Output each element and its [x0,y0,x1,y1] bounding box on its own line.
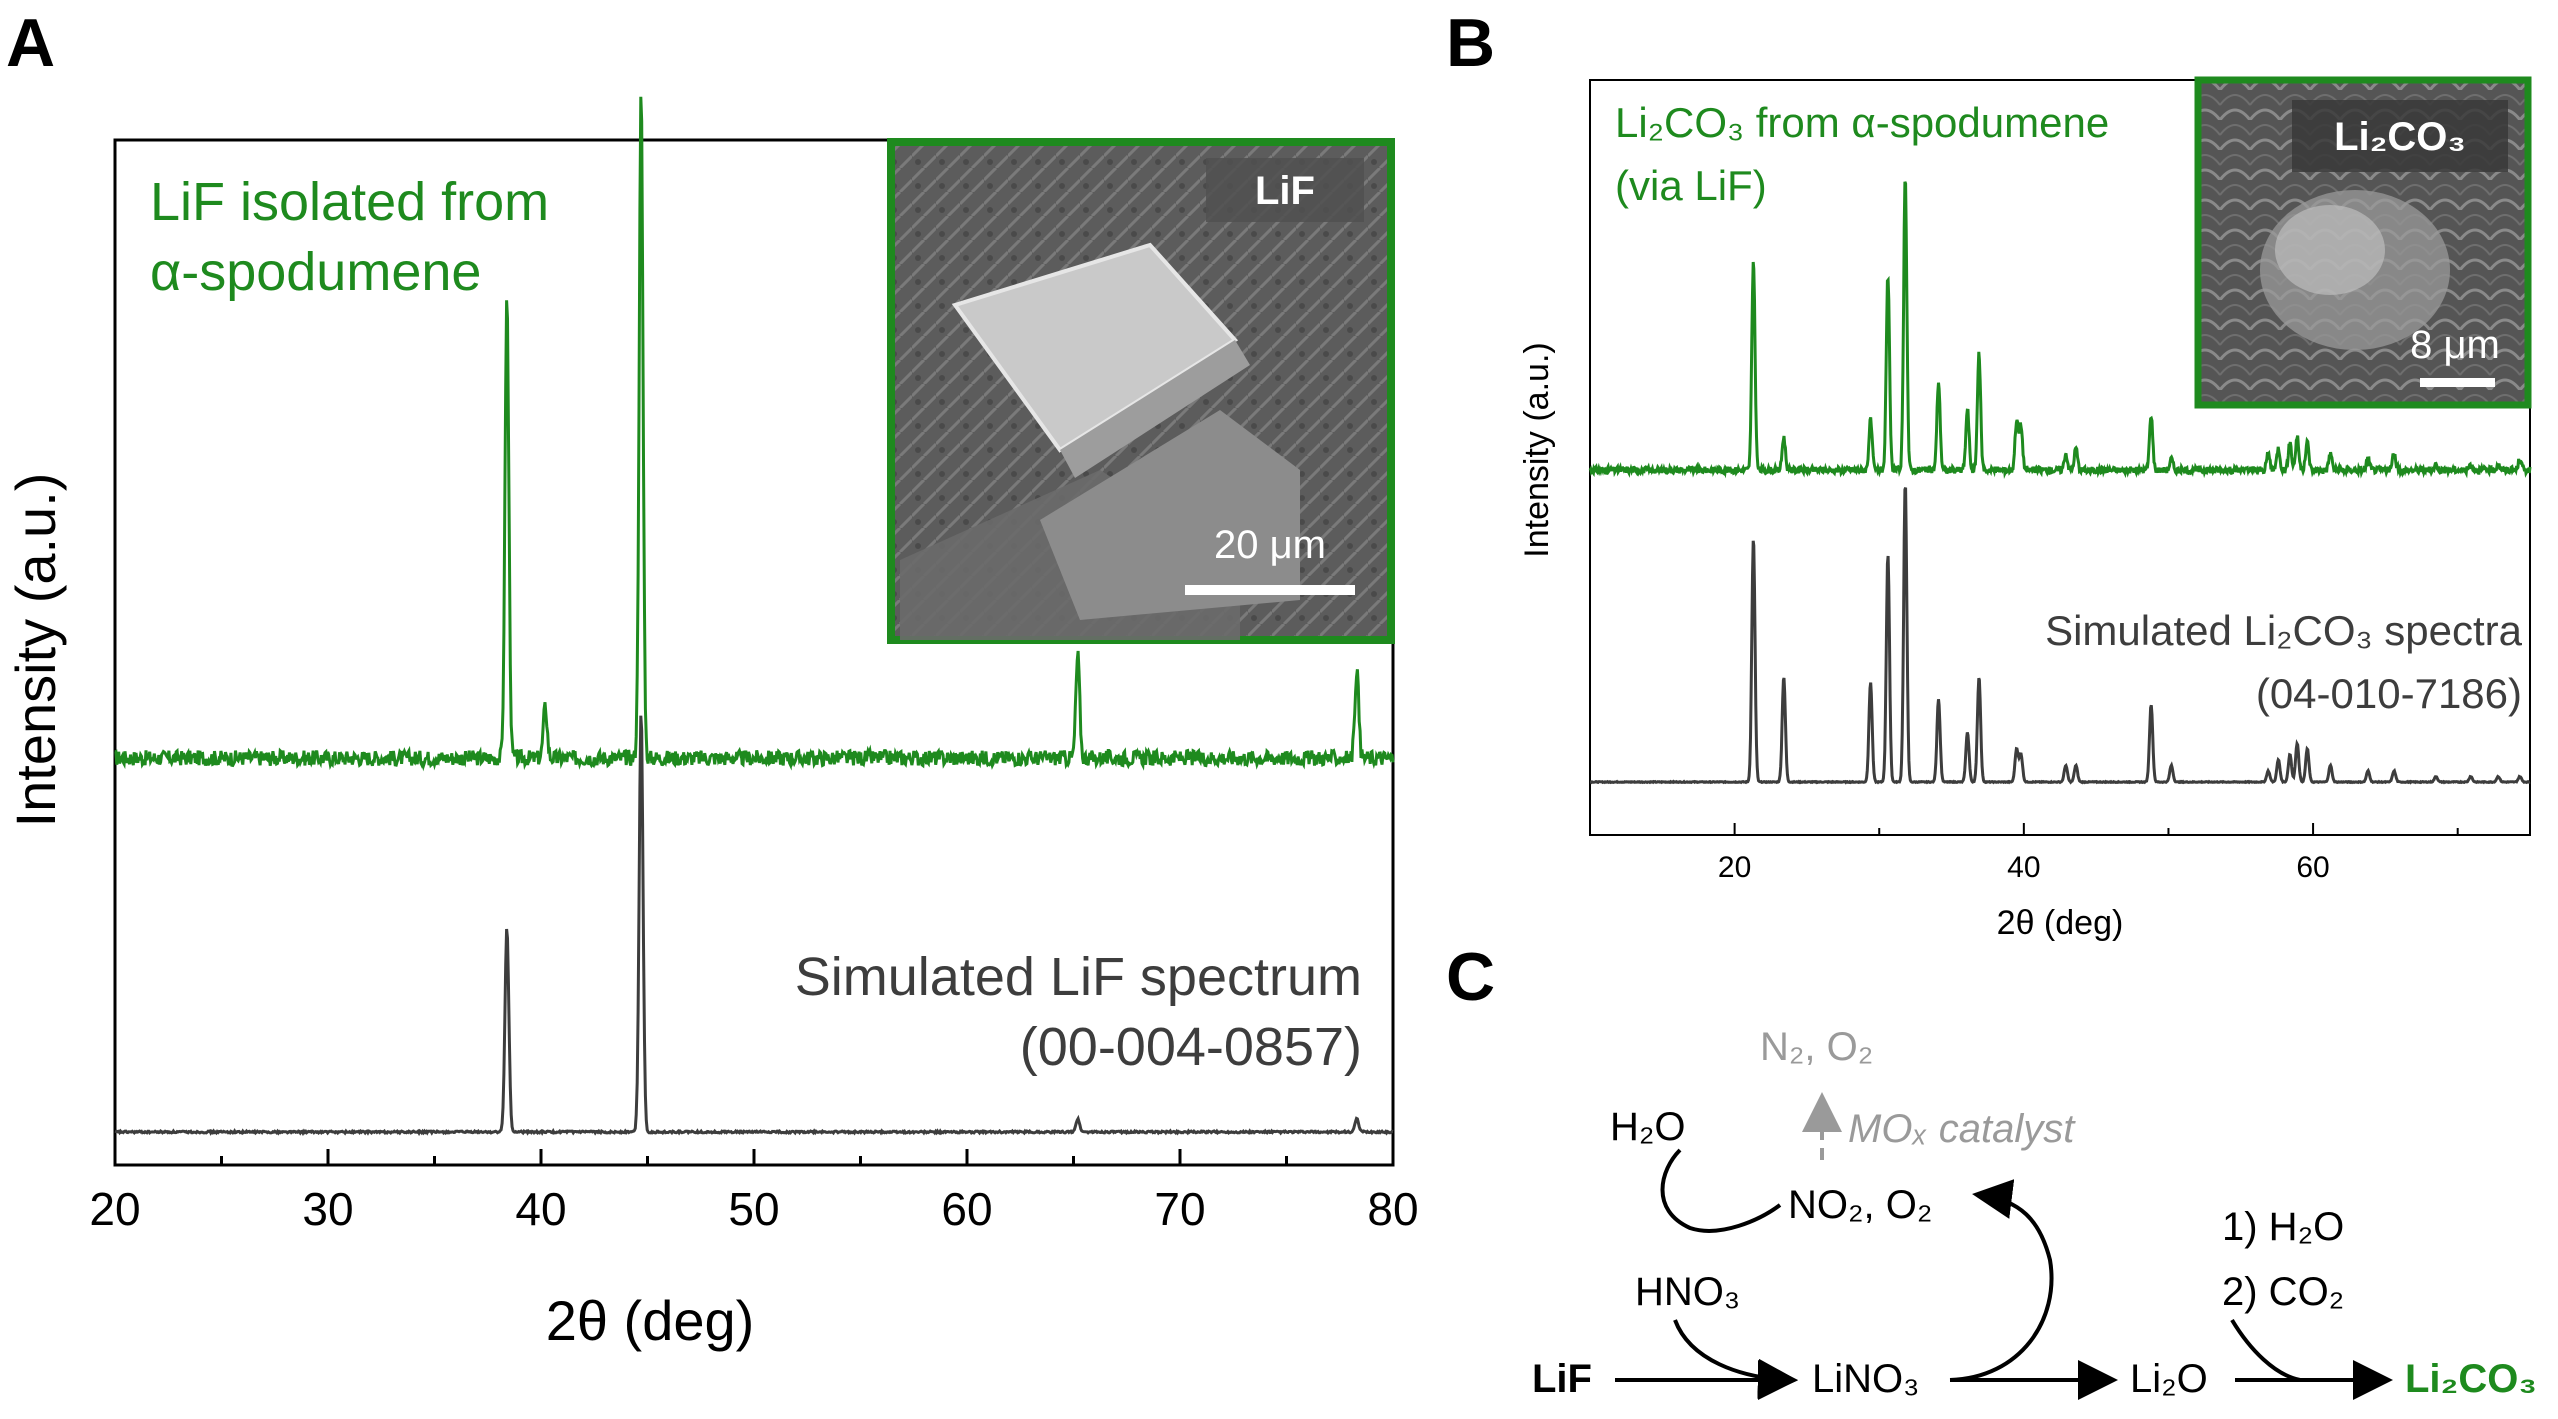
panel-a-series1-label-line2: α-spodumene [150,242,481,302]
panel-b-series1-label-line2: (via LiF) [1615,162,1767,209]
panel-a-tick-label: 60 [941,1183,992,1235]
panel-a-inset-label: LiF [1255,169,1315,213]
arrow-step-curve [2230,1318,2301,1382]
panel-b-tick-label: 60 [2296,851,2329,884]
panel-b-y-label: Intensity (a.u.) [1518,342,1556,557]
scheme-hno3: HNO₃ [1635,1270,1740,1314]
scheme-lif: LiF [1532,1357,1592,1401]
scheme-li2co3: Li₂CO₃ [2405,1357,2537,1401]
panel-b-tick-label: 40 [2007,851,2040,884]
panel-a-x-label: 2θ (deg) [546,1289,755,1352]
arrow-h2o-curve [1660,1148,1782,1233]
panel-b-series-2-line [1589,487,2531,785]
panel-a-tick-label: 80 [1367,1183,1418,1235]
panel-a-y-label: Intensity (a.u.) [4,473,67,828]
scheme-h2o: H₂O [1610,1105,1686,1149]
panel-b-inset-label: Li₂CO₃ [2334,115,2466,159]
panel-b-sem-inset: Li₂CO₃ 8 μm [2194,76,2532,409]
panel-b-series1-label-line1: Li₂CO₃ from α-spodumene [1615,99,2109,146]
panel-a-series1-label-line1: LiF isolated from [150,172,549,232]
panel-a-tick-label: 70 [1154,1183,1205,1235]
panel-c-letter: C [1446,939,1495,1015]
panel-a-series2-label-line2: (00-004-0857) [1020,1017,1362,1077]
panel-a-x-ticks: 20 30 40 50 60 70 80 [89,1149,1419,1235]
panel-b-chart: 20 40 60 2θ (deg) Intensity (a.u.) Li₂CO₃ … [1518,76,2532,942]
panel-a-letter: A [6,5,55,81]
panel-a-series-2-line [114,715,1394,1137]
arrow-hno3-to-lino3 [1673,1319,1798,1399]
panel-a-series-1-line [114,96,1395,772]
panel-a-sem-inset: LiF 20 μm [887,138,1395,644]
panel-b-series [1588,181,2532,785]
panel-b-series-1-line [1588,181,2532,480]
panel-a-chart: 20 30 40 50 60 70 80 2θ (deg) Intensity (a.u.)… [4,96,1419,1352]
panel-b-x-ticks: 20 40 60 [1718,823,2459,884]
scheme-step1: 1) H₂O [2222,1205,2344,1249]
panel-a-tick-label: 20 [89,1183,140,1235]
panel-a-scale-text: 20 μm [1214,523,1326,567]
scheme-catalyst: MOₓ catalyst [1848,1107,2076,1151]
scheme-n2-o2: N₂, O₂ [1760,1025,1873,1069]
panel-b-series2-label-line2: (04-010-7186) [2256,670,2522,717]
scheme-li2o: Li₂O [2130,1357,2208,1401]
panel-b-scale-text: 8 μm [2410,323,2500,367]
panel-a-scale-bar [1185,585,1355,595]
scheme-lino3: LiNO₃ [1812,1357,1919,1401]
panel-a-tick-label: 40 [515,1183,566,1235]
scheme-no2-o2: NO₂, O₂ [1788,1183,1932,1227]
arrow-lino3-to-no2 [1949,1179,2054,1382]
scheme-step2: 2) CO₂ [2222,1270,2344,1314]
panel-a-series2-label-line1: Simulated LiF spectrum [795,947,1362,1007]
panel-a-tick-label: 50 [728,1183,779,1235]
panel-b-series2-label-line1: Simulated Li₂CO₃ spectra [2045,607,2523,654]
panel-b-scale-bar [2420,378,2495,387]
panel-b-letter: B [1446,5,1495,81]
panel-b-x-label: 2θ (deg) [1997,904,2124,942]
panel-c-scheme: N₂, O₂ MOₓ catalyst H₂O NO₂, O₂ HNO₃ LiF… [1532,1025,2537,1401]
panel-b-frame [1589,79,2531,836]
panel-b-tick-label: 20 [1718,851,1751,884]
panel-a-tick-label: 30 [302,1183,353,1235]
panel-a-series [114,96,1395,1137]
